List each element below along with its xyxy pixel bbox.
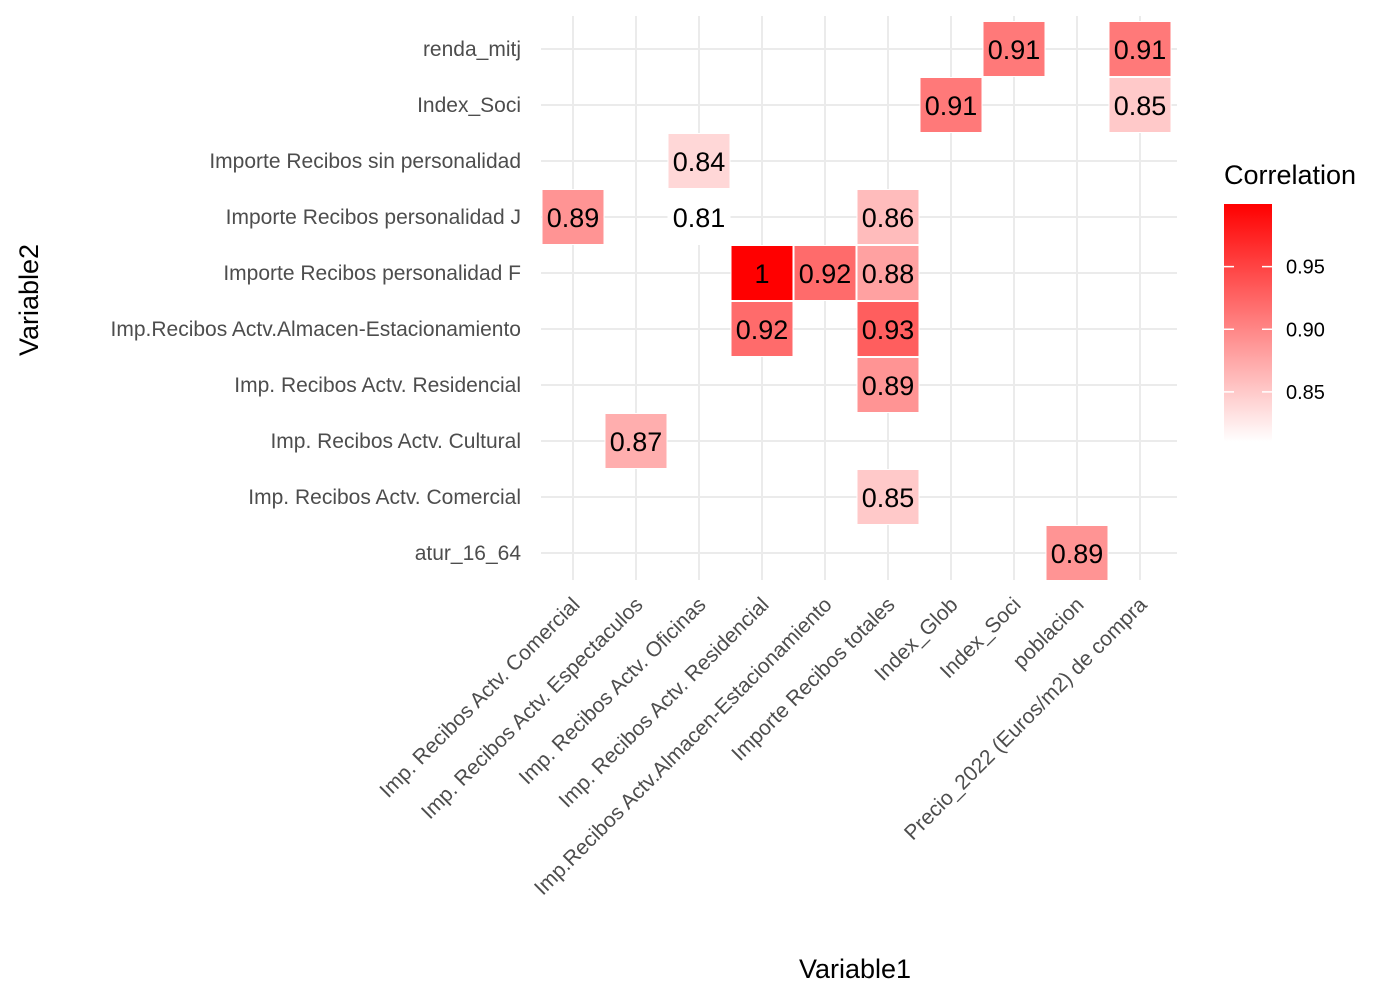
cell-value-label: 0.85: [1114, 91, 1167, 121]
y-tick-label: atur_16_64: [415, 542, 522, 565]
cell-value-label: 0.86: [862, 203, 915, 233]
heatmap-cell: [667, 133, 731, 189]
y-tick-labels: atur_16_64 Imp. Recibos Actv. Comercial Im…: [111, 38, 522, 565]
cell-value-label: 0.89: [547, 203, 600, 233]
y-tick-label: Imp.Recibos Actv.Almacen-Estacionamiento: [111, 318, 521, 341]
heatmap-cell: [982, 21, 1046, 77]
cell-value-label: 0.88: [862, 259, 915, 289]
legend-tick-label: 0.90: [1286, 319, 1325, 341]
cell-value-label: 0.87: [610, 427, 663, 457]
legend-color-bar: [1224, 204, 1272, 442]
heatmap-cell: [730, 301, 794, 357]
cell-value-label: 0.91: [988, 35, 1041, 65]
cell-value-label: 0.81: [673, 203, 726, 233]
x-tick-label: Imp. Recibos Actv. Espectaculos: [417, 593, 648, 824]
cell-value-label: 0.92: [799, 259, 852, 289]
cell-value-label: 0.92: [736, 315, 789, 345]
heatmap-cell: [856, 469, 920, 525]
heatmap-cell: [856, 189, 920, 245]
cell-value-label: 0.89: [862, 371, 915, 401]
y-axis-title: Variable2: [14, 244, 44, 356]
cell-value-label: 0.84: [673, 147, 726, 177]
y-tick-label: Imp. Recibos Actv. Cultural: [270, 430, 521, 453]
heatmap-cell: [730, 245, 794, 301]
heatmap-cell: [667, 189, 731, 245]
legend-title: Correlation: [1224, 160, 1356, 190]
y-tick-label: Index_Soci: [417, 94, 521, 117]
heatmap-cell: [1108, 21, 1172, 77]
heatmap-cell: [856, 357, 920, 413]
cell-value-label: 1: [754, 259, 769, 289]
x-tick-label: Imp.Recibos Actv.Almacen-Estacionamiento: [530, 593, 837, 900]
heatmap-cell: [1045, 525, 1109, 581]
heatmap-cell: [919, 77, 983, 133]
y-tick-label: Imp. Recibos Actv. Comercial: [248, 486, 521, 509]
x-axis-title: Variable1: [799, 954, 911, 984]
legend-tick-label: 0.95: [1286, 257, 1325, 279]
y-tick-label: Importe Recibos personalidad J: [226, 206, 521, 229]
heatmap-cell: [541, 189, 605, 245]
heatmap-cell: [793, 245, 857, 301]
y-tick-label: Imp. Recibos Actv. Residencial: [234, 374, 521, 397]
y-tick-label: Importe Recibos personalidad F: [223, 262, 521, 285]
y-tick-label: Importe Recibos sin personalidad: [209, 150, 521, 173]
legend-ticks: 0.85 0.90 0.95: [1224, 257, 1325, 404]
cell-value-label: 0.91: [925, 91, 978, 121]
heatmap-cells: 0.91 0.91 0.91 0.85 0.84 0.89 0.81 0.86 1 0.92 0.8…: [541, 21, 1172, 581]
y-tick-label: renda_mitj: [423, 38, 521, 61]
cell-value-label: 0.85: [862, 483, 915, 513]
cell-value-label: 0.89: [1051, 539, 1104, 569]
cell-value-label: 0.91: [1114, 35, 1167, 65]
cell-value-label: 0.93: [862, 315, 915, 345]
heatmap-cell: [1108, 77, 1172, 133]
heatmap-cell: [856, 245, 920, 301]
legend-tick-label: 0.85: [1286, 382, 1325, 404]
heatmap-cell: [604, 413, 668, 469]
legend: Correlation 0.85 0.90 0.95: [1224, 160, 1356, 442]
heatmap-cell: [856, 301, 920, 357]
